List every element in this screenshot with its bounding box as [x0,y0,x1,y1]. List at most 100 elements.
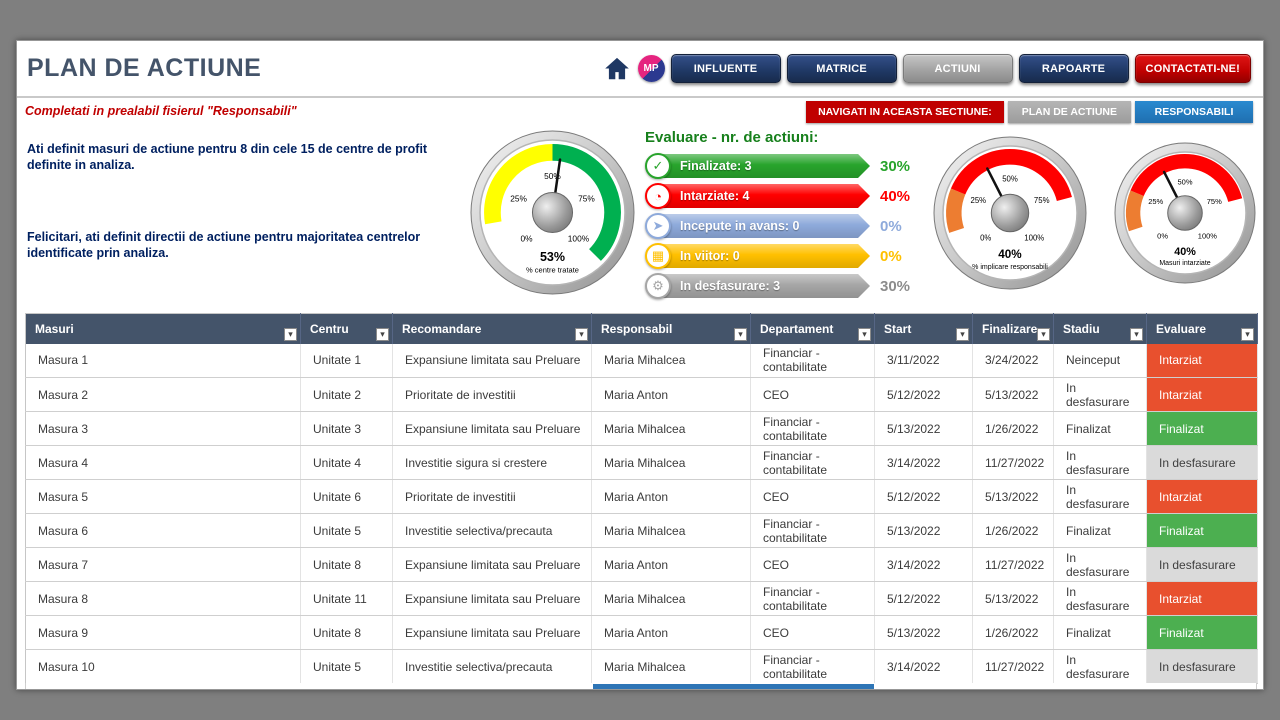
filter-button[interactable]: ▾ [284,327,297,341]
rocket-icon: ➤ [645,213,671,239]
legend-percent-in-desfasurare: 30% [880,277,911,295]
cell-masura: Masura 1 [25,343,301,378]
svg-text:75%: 75% [1207,197,1222,206]
cell-evaluare: Intarziat [1146,479,1258,514]
cell-evaluare: Intarziat [1146,343,1258,378]
cell-start: 5/12/2022 [874,479,973,514]
legend-percent-incepute-in-avans: 0% [880,217,902,235]
status-message-1: Ati definit masuri de actiune pentru 8 d… [27,142,428,172]
svg-text:53%: 53% [540,250,565,264]
legend-item-in-viitor: ▦ In viitor: 0 0% [645,243,955,269]
column-header-start: Start ▾ [874,313,973,344]
cell-evaluare: In desfasurare [1146,649,1258,684]
cell-masura: Masura 6 [25,513,301,548]
filter-button[interactable]: ▾ [1241,327,1254,341]
section-nav: NAVIGATI IN ACEASTA SECTIUNE: PLAN DE AC… [806,101,1253,123]
cell-recomandare: Prioritate de investitii [392,479,592,514]
filter-button[interactable]: ▾ [376,327,389,341]
cell-finalizare: 5/13/2022 [972,581,1054,616]
cell-responsabil: Maria Mihalcea [591,343,751,378]
clock-icon: ◔ [645,183,671,209]
column-label: Recomandare [402,321,482,336]
filter-button[interactable]: ▾ [1130,327,1143,341]
filter-button[interactable]: ▾ [734,327,747,341]
cell-centru: Unitate 11 [300,581,393,616]
cell-finalizare: 3/24/2022 [972,343,1054,378]
svg-text:50%: 50% [1002,175,1018,184]
cell-departament: Financiar - contabilitate [750,343,875,378]
cell-departament: Financiar - contabilitate [750,445,875,480]
svg-text:25%: 25% [1148,197,1163,206]
cell-departament: Financiar - contabilitate [750,581,875,616]
cell-centru: Unitate 5 [300,649,393,684]
nav-button-influente[interactable]: INFLUENTE [670,54,781,83]
nav-button-matrice[interactable]: MATRICE [786,54,897,83]
cell-departament: CEO [750,377,875,412]
filter-button[interactable]: ▾ [858,327,871,341]
cell-departament: CEO [750,479,875,514]
svg-text:40%: 40% [1174,246,1196,258]
table-row: Masura 6 Unitate 5 Investitie selectiva/pr… [25,513,1258,548]
cell-start: 5/13/2022 [874,411,973,446]
cell-recomandare: Expansiune limitata sau Preluare [392,615,592,650]
svg-text:0%: 0% [980,233,991,242]
cell-responsabil: Maria Mihalcea [591,513,751,548]
nav-button-contactati-ne[interactable]: CONTACTATI-NE! [1134,54,1251,83]
home-icon[interactable] [602,55,632,82]
cell-stadiu: In desfasurare [1053,649,1147,684]
column-header-stadiu: Stadiu ▾ [1053,313,1147,344]
filter-button[interactable]: ▾ [1037,327,1050,341]
column-header-evaluare: Evaluare ▾ [1146,313,1258,344]
svg-text:% centre tratate: % centre tratate [526,266,579,275]
legend-item-finalizate: ✓ Finalizate: 3 30% [645,153,955,179]
cell-centru: Unitate 3 [300,411,393,446]
filter-button[interactable]: ▾ [575,327,588,341]
cell-centru: Unitate 5 [300,513,393,548]
cell-masura: Masura 2 [25,377,301,412]
svg-text:50%: 50% [544,171,561,181]
cell-centru: Unitate 6 [300,479,393,514]
cell-departament: CEO [750,547,875,582]
cell-stadiu: In desfasurare [1053,445,1147,480]
section-button-plan-de-actiune[interactable]: PLAN DE ACTIUNE [1007,101,1131,123]
filter-button[interactable]: ▾ [956,327,969,341]
cell-centru: Unitate 1 [300,343,393,378]
cell-evaluare: Intarziat [1146,581,1258,616]
calendar-icon: ▦ [645,243,671,269]
table-row: Masura 1 Unitate 1 Expansiune limitata sau… [25,343,1258,378]
nav-button-rapoarte[interactable]: RAPOARTE [1018,54,1129,83]
cell-departament: Financiar - contabilitate [750,649,875,684]
cell-start: 3/14/2022 [874,547,973,582]
column-label: Stadiu [1063,321,1100,336]
section-button-responsabili[interactable]: RESPONSABILI [1135,101,1253,123]
page-title: PLAN DE ACTIUNE [27,54,262,82]
mp-logo-text: MP [643,63,659,74]
legend-bar-finalizate: Finalizate: 3 [658,154,870,178]
svg-text:40%: 40% [998,248,1022,261]
table-row: Masura 10 Unitate 5 Investitie selectiva/p… [25,649,1258,684]
cell-stadiu: Finalizat [1053,513,1147,548]
cell-finalizare: 11/27/2022 [972,649,1054,684]
cell-start: 3/14/2022 [874,445,973,480]
nav-button-actiuni[interactable]: ACTIUNI [902,54,1013,83]
cell-evaluare: In desfasurare [1146,547,1258,582]
partial-row-highlight [593,684,874,689]
legend-bar-in-desfasurare: In desfasurare: 3 [658,274,870,298]
column-header-finalizare: Finalizare ▾ [972,313,1054,344]
cell-centru: Unitate 8 [300,615,393,650]
cell-masura: Masura 4 [25,445,301,480]
svg-text:25%: 25% [970,196,986,205]
svg-text:100%: 100% [1024,233,1044,242]
cell-stadiu: Neinceput [1053,343,1147,378]
svg-text:100%: 100% [1198,231,1218,240]
cell-finalizare: 1/26/2022 [972,411,1054,446]
table-row: Masura 8 Unitate 11 Expansiune limitata sa… [25,581,1258,616]
column-header-centru: Centru ▾ [300,313,393,344]
swirl-icon: ✓ [645,153,671,179]
gears-icon: ⚙ [645,273,671,299]
cell-finalizare: 1/26/2022 [972,513,1054,548]
cell-centru: Unitate 4 [300,445,393,480]
svg-text:% implicare responsabili: % implicare responsabili [972,264,1048,271]
column-label: Finalizare [982,321,1038,336]
gauge-implicare-responsabili: 0% 25% 50% 75% 100%40% % implicare responsabi… [933,136,1087,290]
